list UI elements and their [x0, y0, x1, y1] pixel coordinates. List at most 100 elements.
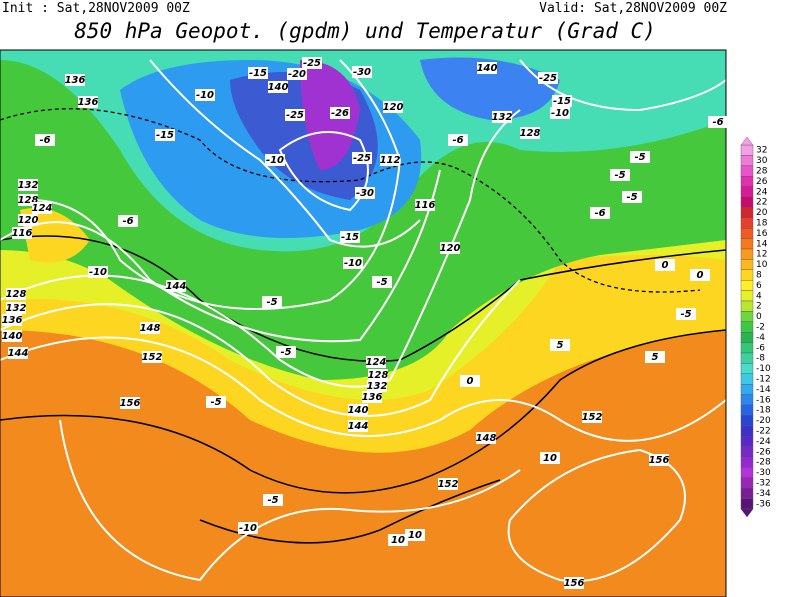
- contour-label-bg: [287, 68, 307, 80]
- contour-label: -5: [206, 396, 226, 408]
- contour-label-text: -5: [267, 495, 278, 506]
- contour-label-text: 140: [2, 331, 23, 342]
- contour-label-bg: [492, 111, 512, 123]
- contour-label-text: -10: [196, 90, 214, 101]
- contour-label: -5: [630, 151, 650, 163]
- contour-label: -6: [708, 116, 728, 128]
- contour-label-bg: [276, 346, 296, 358]
- contour-label-text: 132: [18, 180, 39, 191]
- contour-label: 156: [649, 454, 669, 466]
- contour-label-text: -25: [303, 58, 321, 69]
- contour-label: -5: [276, 346, 296, 358]
- legend-swatch: [740, 342, 754, 354]
- contour-label: 0: [460, 375, 480, 387]
- contour-label: 132: [367, 380, 387, 392]
- contour-label-bg: [262, 296, 282, 308]
- contour-label-bg: [550, 339, 570, 351]
- legend-swatch: [740, 467, 754, 478]
- contour-label: 148: [140, 322, 160, 334]
- contour-label: 132: [6, 302, 26, 314]
- legend-arrow-top: [740, 136, 754, 146]
- legend-label: 16: [756, 229, 768, 239]
- contour-label-bg: [352, 66, 372, 78]
- contour-label-text: -5: [210, 397, 221, 408]
- contour-label-text: -5: [376, 277, 387, 288]
- contour-label-text: 124: [366, 357, 387, 368]
- contour-label: 120: [18, 214, 38, 226]
- legend-label: -34: [756, 489, 771, 499]
- contour-label-bg: [448, 134, 468, 146]
- contour-label-bg: [438, 478, 458, 490]
- legend-label: 0: [756, 312, 762, 322]
- contour-label: 128: [6, 288, 26, 300]
- init-time: Init : Sat,28NOV2009 00Z: [2, 1, 190, 16]
- contour-label: 116: [12, 227, 32, 239]
- contour-label: -5: [263, 494, 283, 506]
- contour-label-text: 112: [380, 155, 401, 166]
- contour-label: -15: [552, 95, 572, 107]
- contour-label: -6: [590, 207, 610, 219]
- contour-label-bg: [265, 154, 285, 166]
- contour-label: 124: [366, 356, 387, 368]
- contour-label-text: 124: [32, 203, 53, 214]
- contour-label: 136: [78, 96, 99, 108]
- contour-label-bg: [460, 375, 480, 387]
- contour-label: 116: [415, 199, 435, 211]
- contour-label-text: -26: [331, 108, 349, 119]
- contour-label: 136: [65, 74, 85, 86]
- legend-swatch: [740, 415, 754, 426]
- contour-label-bg: [35, 134, 55, 146]
- contour-label: -10: [238, 522, 258, 534]
- legend-swatch: [740, 394, 754, 406]
- legend-label: 8: [756, 271, 762, 281]
- contour-label-text: 152: [438, 479, 459, 490]
- legend-swatch: [740, 477, 754, 489]
- contour-label: 10: [405, 529, 425, 541]
- legend-swatch: [740, 186, 754, 198]
- contour-label-bg: [582, 411, 602, 423]
- legend-label: 2: [756, 302, 762, 312]
- contour-label: -26: [330, 107, 350, 119]
- map-frame: [0, 49, 727, 597]
- contour-label-text: -15: [249, 68, 267, 79]
- contour-label-text: 5: [652, 352, 659, 363]
- legend-label: -12: [756, 375, 771, 385]
- legend-swatch: [740, 456, 754, 468]
- contour-label-bg: [477, 62, 497, 74]
- contour-label-text: -15: [553, 96, 571, 107]
- contour-label-bg: [368, 369, 388, 381]
- contour-label: 5: [550, 339, 570, 351]
- contour-label: 140: [348, 404, 368, 416]
- contour-label-text: 136: [362, 392, 383, 403]
- contour-label-bg: [78, 96, 98, 108]
- legend-label: 12: [756, 250, 767, 260]
- contour-label: 120: [440, 242, 460, 254]
- legend-label: -24: [756, 437, 771, 447]
- contour-label-text: 128: [18, 195, 39, 206]
- contour-label-text: 152: [142, 352, 163, 363]
- contour-label-text: -5: [614, 170, 625, 181]
- contour-label-bg: [120, 397, 140, 409]
- legend-swatch: [740, 300, 754, 312]
- contour-label: -6: [448, 134, 468, 146]
- contour-label-text: -15: [156, 130, 174, 141]
- contour-label-bg: [18, 214, 38, 226]
- legend-swatch: [740, 363, 754, 374]
- contour-label-bg: [343, 257, 363, 269]
- contour-label: 124: [32, 202, 53, 214]
- legend-label: -22: [756, 427, 771, 437]
- map: [0, 50, 726, 597]
- contour-label: -10: [343, 257, 363, 269]
- contour-label-bg: [155, 129, 175, 141]
- contour-label-bg: [18, 179, 38, 191]
- contour-label-text: -25: [286, 110, 304, 121]
- contour-label: -25: [285, 109, 305, 121]
- contour-label-bg: [372, 276, 392, 288]
- legend-label: -18: [756, 406, 771, 416]
- legend-label: -14: [756, 385, 771, 395]
- contour-label: 128: [520, 127, 540, 139]
- legend-label: 20: [756, 208, 768, 218]
- legend-swatch: [740, 436, 754, 447]
- contour-label-text: 136: [78, 97, 99, 108]
